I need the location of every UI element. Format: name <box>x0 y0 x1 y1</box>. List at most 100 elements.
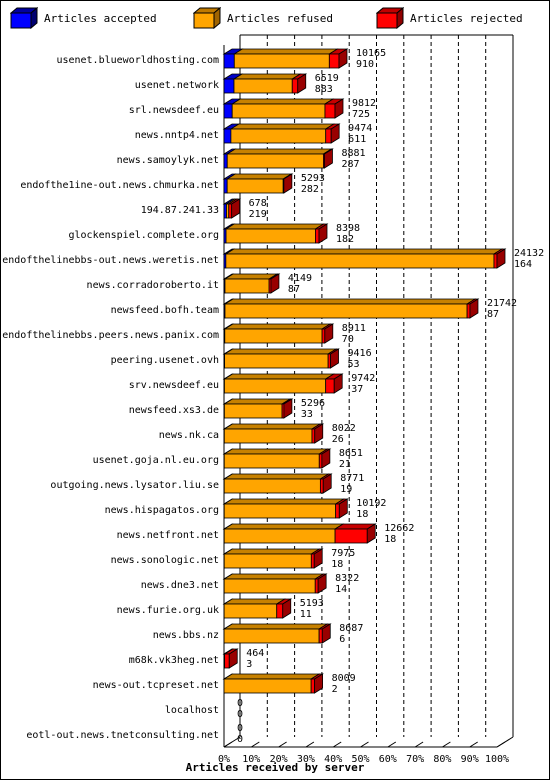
category-label: news.nntp4.net <box>135 130 219 141</box>
data-label-total: 8687 <box>339 623 363 634</box>
data-label-total: 9742 <box>351 373 375 384</box>
bar-segment-top <box>223 323 332 330</box>
bar-side <box>338 498 348 519</box>
bar-side <box>366 523 376 544</box>
data-label-secondary: 53 <box>348 359 360 370</box>
bar-side <box>321 448 331 469</box>
bar-side <box>330 123 340 144</box>
bar-side <box>333 373 343 394</box>
x-tick <box>414 741 424 748</box>
category-label: newsfeed.bofh.team <box>111 305 219 316</box>
bar-side <box>231 198 241 219</box>
bar-segment <box>310 553 315 569</box>
bar-side <box>324 323 334 344</box>
data-label-secondary: 2 <box>332 684 338 695</box>
bar-segment <box>223 53 235 69</box>
data-label-total: 8398 <box>336 223 360 234</box>
x-tick-label: 90% <box>461 754 479 765</box>
bar-segment-top <box>225 173 293 180</box>
data-label-total: 0 <box>237 723 243 734</box>
x-tick-label: 40% <box>324 754 342 765</box>
bar-side <box>322 473 332 494</box>
bar-segment <box>223 678 312 694</box>
bar-side <box>334 98 344 119</box>
bar-side <box>330 348 339 369</box>
bar-segment <box>315 228 320 244</box>
x-tick <box>360 741 369 748</box>
x-tick <box>278 741 287 748</box>
data-label-total: 5296 <box>301 398 325 409</box>
bar-segment <box>334 528 368 544</box>
bar-segment-top <box>223 298 477 305</box>
category-label: news.corradoroberto.it <box>87 280 219 291</box>
bar-segment <box>233 78 293 94</box>
x-tick-label: 50% <box>351 754 369 765</box>
category-label: news.bbs.nz <box>153 630 219 641</box>
bar-segment <box>466 303 471 319</box>
bar-segment <box>223 578 316 594</box>
data-label-total: 464 <box>246 648 264 659</box>
bar-segment <box>223 603 278 619</box>
bar-side <box>314 673 324 694</box>
category-label: m68k.vk3heg.net <box>129 655 219 666</box>
bar-segment <box>223 503 337 519</box>
bar-segment <box>223 528 336 544</box>
legend-swatch-refused <box>193 7 221 29</box>
bar-segment-top <box>222 573 325 580</box>
category-label: eotl-out.news.tnetconsulting.net <box>26 730 219 741</box>
bar-segment-top <box>222 398 292 405</box>
data-label-secondary: 0 <box>237 734 243 745</box>
bar-segment <box>230 128 327 144</box>
x-tick <box>442 741 451 748</box>
bar-segment <box>233 53 330 69</box>
category-label: news.dne3.net <box>141 580 219 591</box>
bar-segment <box>223 553 312 569</box>
x-tick <box>469 741 478 748</box>
bar-segment-top <box>232 73 302 80</box>
bar-side <box>313 548 323 569</box>
bar-segment-top <box>222 498 346 505</box>
bar-segment <box>226 153 324 169</box>
x-tick <box>332 741 342 748</box>
bar-segment <box>310 678 316 694</box>
category-label: usenet.network <box>135 80 219 91</box>
bar-segment-top <box>229 123 336 130</box>
bar-segment-top <box>222 423 322 430</box>
bar-side <box>282 598 292 619</box>
bar-segment-top <box>222 523 345 530</box>
category-label: endofthelinebbs.peers.news.panix.com <box>2 330 219 341</box>
bar-segment <box>225 228 316 244</box>
bar-segment-top <box>223 373 336 380</box>
bar-segment <box>291 78 299 94</box>
bar-segment <box>321 328 326 344</box>
bar-segment <box>325 378 335 394</box>
bar-side <box>496 248 506 269</box>
data-label-secondary: 164 <box>514 259 532 270</box>
category-label: usenet.goja.nl.eu.org <box>93 455 219 466</box>
category-label: news.samoylyk.net <box>117 155 219 166</box>
x-tick <box>387 741 397 748</box>
data-label-secondary: 70 <box>342 334 354 345</box>
category-label: endofthe1ine-out.news.chmurka.net <box>20 180 219 191</box>
bar-segment <box>224 653 230 669</box>
data-label-total: 8881 <box>341 148 365 159</box>
category-label: newsfeed.xs3.de <box>129 405 219 416</box>
data-label-secondary: 282 <box>301 184 319 195</box>
data-label-secondary: 18 <box>384 534 396 545</box>
bar-segment <box>223 103 233 119</box>
data-label-total: 678 <box>249 198 267 209</box>
bar-segment <box>223 403 283 419</box>
bar-segment-top <box>223 348 338 355</box>
data-label-total: 7975 <box>331 548 355 559</box>
data-label-total: 5193 <box>300 598 324 609</box>
data-label-secondary: 883 <box>315 84 333 95</box>
bar-side <box>270 273 280 294</box>
data-label-total: 9812 <box>352 98 376 109</box>
bar-segment-top <box>222 673 321 680</box>
category-label: news.furie.org.uk <box>117 605 219 616</box>
legend-label-rejected: Articles rejected <box>410 12 523 25</box>
data-label-secondary: 26 <box>332 434 344 445</box>
data-label-secondary: 37 <box>351 384 363 395</box>
x-tick-label: 80% <box>433 754 451 765</box>
